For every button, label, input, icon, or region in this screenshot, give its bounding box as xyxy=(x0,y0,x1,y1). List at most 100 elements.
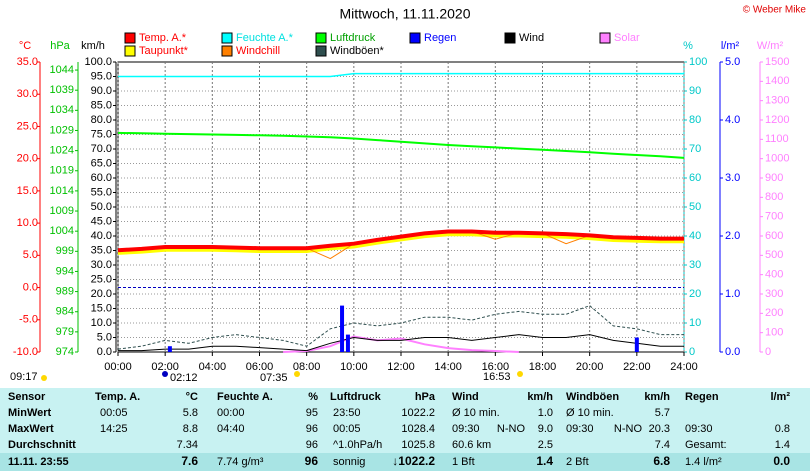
x-tick-label: 16:00 xyxy=(482,361,510,373)
y-tick-label: 10.0 xyxy=(91,317,112,329)
y-tick-label: 1200 xyxy=(765,114,789,126)
table-cell: 00:00 xyxy=(217,407,245,419)
y-tick-label: 979 xyxy=(56,326,74,338)
y-tick-label: 984 xyxy=(56,306,74,318)
axis-title: W/m² xyxy=(757,40,784,52)
legend-swatch xyxy=(315,45,327,57)
legend-label: Windchill xyxy=(236,45,280,57)
table-cell: Ø 10 min. xyxy=(452,407,500,419)
table-cell: 5.8 xyxy=(183,407,198,419)
x-tick-label: 04:00 xyxy=(199,361,227,373)
x-tick-label: 14:00 xyxy=(434,361,462,373)
series-line xyxy=(118,72,684,78)
table-cell: 9.0 xyxy=(538,423,553,435)
legend-label: Temp. A.* xyxy=(139,32,187,44)
table-cell: 7.6 xyxy=(181,454,198,468)
y-tick-label: 0 xyxy=(765,346,771,358)
y-tick-label: 90 xyxy=(689,85,701,97)
table-cell: 23:50 xyxy=(333,407,361,419)
table-cell: Gesamt: xyxy=(685,439,727,451)
y-tick-label: 80.0 xyxy=(91,114,112,126)
legend-swatch xyxy=(315,32,327,44)
y-tick-label: 1000 xyxy=(765,153,789,165)
table-cell: 1.4 xyxy=(775,439,790,451)
copyright: © Weber Mike xyxy=(743,5,807,16)
legend-swatch xyxy=(599,32,611,44)
table-header: Windböen xyxy=(566,391,619,403)
astro-time: 02:12 xyxy=(170,372,198,384)
table-cell: 7.34 xyxy=(177,439,198,451)
y-tick-label: 900 xyxy=(765,172,783,184)
y-tick-label: 60 xyxy=(689,172,701,184)
axis-title: km/h xyxy=(81,40,105,52)
y-tick-label: 0.0 xyxy=(725,346,740,358)
y-tick-label: 989 xyxy=(56,285,74,297)
series-line xyxy=(283,335,519,353)
table-cell: 5.7 xyxy=(655,407,670,419)
legend-swatch xyxy=(221,32,233,44)
y-tick-label: 35.0 xyxy=(91,244,112,256)
y-tick-label: 25.0 xyxy=(17,120,38,132)
y-tick-label: 1100 xyxy=(765,133,789,145)
y-tick-label: 1034 xyxy=(50,104,74,116)
axis-title: l/m² xyxy=(721,40,740,52)
x-tick-label: 18:00 xyxy=(529,361,557,373)
y-tick-label: 10.0 xyxy=(17,217,38,229)
astro-icon xyxy=(517,371,523,377)
table-cell: 60.6 km xyxy=(452,439,491,451)
table-cell: 96 xyxy=(306,439,318,451)
y-tick-label: 1300 xyxy=(765,95,789,107)
table-cell: 0.0 xyxy=(773,454,790,468)
table-current-row xyxy=(0,453,810,471)
table-cell: 09:30 xyxy=(685,423,713,435)
y-tick-label: 20.0 xyxy=(91,288,112,300)
y-tick-label: 30.0 xyxy=(91,259,112,271)
x-tick-label: 02:00 xyxy=(151,361,179,373)
x-tick-label: 12:00 xyxy=(387,361,415,373)
y-tick-label: 100.0 xyxy=(84,56,112,68)
table-cell: 7.4 xyxy=(655,439,670,451)
table-cell: 00:05 xyxy=(100,407,128,419)
table-cell: 14:25 xyxy=(100,423,128,435)
astro-time: 07:35 xyxy=(260,372,288,384)
table-cell: Durchschnitt xyxy=(8,439,76,451)
table-cell: 1.4 l/m² xyxy=(685,456,722,468)
y-tick-label: 75.0 xyxy=(91,128,112,140)
table-cell: N-NO xyxy=(497,423,526,435)
y-tick-label: 2.0 xyxy=(725,230,740,242)
rain-bar xyxy=(634,337,639,352)
table-header: °C xyxy=(186,391,198,403)
table-header: Feuchte A. xyxy=(217,391,273,403)
legend-swatch xyxy=(124,45,136,57)
y-tick-label: 1014 xyxy=(50,185,74,197)
astro-icon xyxy=(41,375,47,381)
summary-table: Sensor Temp. A. °C Feuchte A.% Luftdruck hPa W… xyxy=(8,391,790,468)
y-tick-label: 1500 xyxy=(765,56,789,68)
table-header: hPa xyxy=(415,391,436,403)
series-line xyxy=(117,131,685,159)
y-tick-label: 1.0 xyxy=(725,288,740,300)
legend-label: Solar xyxy=(614,32,640,44)
table-header: Sensor xyxy=(8,391,46,403)
y-tick-label: 3.0 xyxy=(725,172,740,184)
y-tick-label: -5.0 xyxy=(19,314,38,326)
y-tick-label: 700 xyxy=(765,211,783,223)
astro-time: 09:17 xyxy=(10,371,38,383)
legend-swatch xyxy=(221,45,233,57)
table-cell: sonnig xyxy=(333,456,365,468)
y-tick-label: 200 xyxy=(765,307,783,319)
x-tick-label: 06:00 xyxy=(246,361,274,373)
table-cell: MinWert xyxy=(8,407,52,419)
y-tick-label: 1400 xyxy=(765,75,789,87)
table-cell: 1025.8 xyxy=(401,439,435,451)
y-tick-label: 80 xyxy=(689,114,701,126)
legend-label: Feuchte A.* xyxy=(236,32,294,44)
table-cell: 04:40 xyxy=(217,423,245,435)
legend-swatch xyxy=(124,32,136,44)
table-cell: 1022.2 xyxy=(401,407,435,419)
y-tick-label: 5.0 xyxy=(725,56,740,68)
y-tick-label: 1009 xyxy=(50,205,74,217)
y-tick-label: 45.0 xyxy=(91,215,112,227)
y-tick-label: 300 xyxy=(765,288,783,300)
